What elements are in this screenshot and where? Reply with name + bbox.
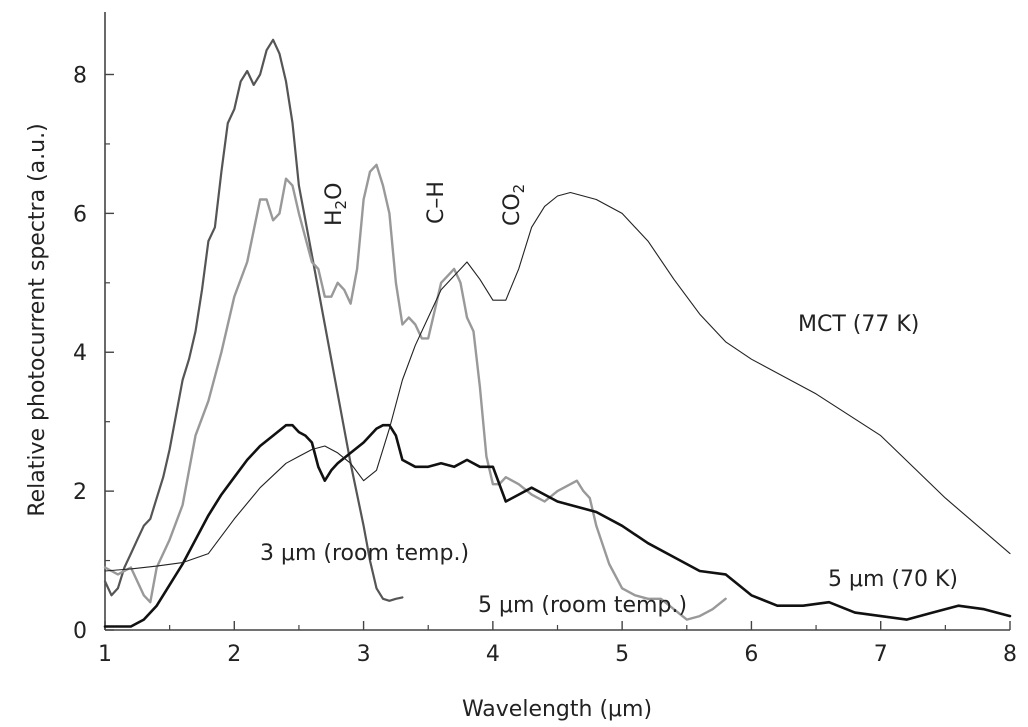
annotation-5um-room-temp: 5 μm (room temp.) xyxy=(478,593,687,618)
annotation-co2-main: CO xyxy=(500,193,525,226)
x-tick-label: 3 xyxy=(357,642,371,667)
x-tick-label: 6 xyxy=(744,642,758,667)
y-tick-label: 0 xyxy=(73,619,87,644)
annotation-h2o: H2O xyxy=(322,183,350,226)
series-line-2 xyxy=(103,423,1012,628)
series-line-1 xyxy=(103,163,727,621)
series-line-0 xyxy=(103,38,404,602)
x-tick-label: 2 xyxy=(227,642,241,667)
x-ticks: 1 2 3 4 5 6 7 8 xyxy=(98,621,1017,667)
series-line-3 xyxy=(104,191,1011,572)
x-tick-label: 7 xyxy=(874,642,888,667)
annotation-mct-77k: MCT (77 K) xyxy=(798,312,919,337)
annotation-3um-room-temp: 3 μm (room temp.) xyxy=(260,541,469,566)
annotation-co2: CO2 xyxy=(500,184,528,226)
series-group xyxy=(103,38,1012,628)
y-tick-label: 4 xyxy=(73,341,87,366)
annotation-h2o-tail: O xyxy=(322,183,347,200)
x-tick-label: 1 xyxy=(98,642,112,667)
annotation-c-h: C–H xyxy=(424,181,449,224)
y-tick-label: 2 xyxy=(73,480,87,505)
y-tick-label: 8 xyxy=(73,63,87,88)
x-axis-title: Wavelength (μm) xyxy=(462,697,652,722)
annotation-h2o-subscript: 2 xyxy=(332,200,350,210)
annotation-h2o-main: H xyxy=(322,209,347,226)
x-tick-label: 5 xyxy=(615,642,629,667)
x-tick-label: 8 xyxy=(1003,642,1017,667)
y-axis-title: Relative photocurrent spectra (a.u.) xyxy=(25,123,50,516)
y-tick-label: 6 xyxy=(73,202,87,227)
x-tick-label: 4 xyxy=(486,642,500,667)
annotation-co2-subscript: 2 xyxy=(510,184,528,194)
annotation-5um-70k: 5 μm (70 K) xyxy=(828,567,958,592)
y-ticks: 0 2 4 6 8 xyxy=(73,63,114,644)
